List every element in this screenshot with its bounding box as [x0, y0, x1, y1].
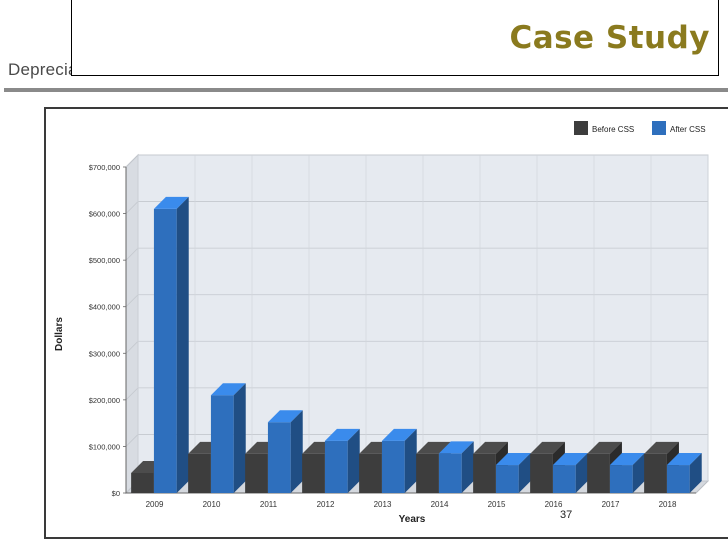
x-tick-label: 2011	[260, 500, 278, 509]
bar-after-2018	[666, 453, 702, 493]
y-tick-label: $600,000	[89, 210, 120, 219]
chart-legend: Before CSS After CSS	[574, 121, 706, 135]
bar-top	[644, 441, 679, 454]
bar-side	[290, 410, 303, 493]
bar-after-2014	[438, 441, 474, 493]
bar-front	[359, 453, 382, 493]
title-box: Case Study	[71, 0, 719, 76]
bar-front	[381, 440, 405, 493]
bar-after-2011	[267, 410, 303, 493]
bar-after-2013	[381, 428, 417, 493]
bar-top	[153, 196, 189, 209]
chart-frame: Before CSS After CSS $0 $100,000 $200,000 $3…	[44, 107, 728, 539]
bar-top	[666, 453, 702, 466]
x-tick-label: 2013	[374, 500, 392, 509]
legend-label-after: After CSS	[670, 125, 706, 134]
bar-front	[609, 465, 633, 493]
x-tick-label: 2016	[545, 500, 563, 509]
x-tick-label: 2018	[659, 500, 677, 509]
plot-side-wall	[125, 153, 139, 495]
x-tick-label: 2010	[203, 500, 221, 509]
x-axis: 2009 2010 2011 2012 2013 2014 2015 2016 2017 2018	[126, 492, 696, 509]
bar-side	[176, 196, 189, 493]
bar-after-2010	[210, 383, 246, 493]
bar-side	[461, 441, 474, 493]
y-tick-label: $0	[112, 489, 120, 498]
x-tick-label: 2014	[431, 500, 449, 509]
bar-side	[689, 453, 702, 493]
legend-swatch-before	[574, 121, 588, 135]
bar-front	[188, 453, 211, 493]
legend-label-before: Before CSS	[592, 125, 634, 134]
x-axis-label: Years	[399, 514, 426, 525]
bar-top	[324, 428, 360, 441]
bar-top	[587, 441, 622, 454]
y-tick-label: $700,000	[89, 163, 120, 172]
bar-top	[552, 453, 588, 466]
bar-front	[495, 465, 519, 493]
bar-side	[347, 428, 360, 493]
bar-front	[153, 208, 177, 493]
bar-after-2009	[153, 196, 189, 493]
bar-top	[438, 441, 474, 454]
bar-front	[438, 453, 462, 493]
bar-front	[416, 453, 439, 493]
legend-swatch-after	[652, 121, 666, 135]
bar-after-2017	[609, 453, 645, 493]
bar-top	[473, 441, 508, 454]
bar-top	[381, 428, 417, 441]
bar-side	[518, 453, 531, 493]
bar-side	[404, 428, 417, 493]
bar-side	[632, 453, 645, 493]
x-tick-label: 2012	[317, 500, 335, 509]
y-axis-label: Dollars	[54, 317, 65, 351]
x-tick-label: 2015	[488, 500, 506, 509]
y-tick-label: $200,000	[89, 396, 120, 405]
y-axis: $0 $100,000 $200,000 $300,000 $400,000 $500,0…	[89, 163, 127, 498]
bar-after-2012	[324, 428, 360, 493]
bar-top	[530, 441, 565, 454]
bar-front	[302, 453, 325, 493]
x-tick-label: 2009	[146, 500, 164, 509]
bar-front	[587, 453, 610, 493]
bar-front	[666, 465, 690, 493]
bar-front	[530, 453, 553, 493]
bar-after-2016	[552, 453, 588, 493]
y-tick-label: $400,000	[89, 303, 120, 312]
page-number: 37	[560, 509, 573, 521]
bar-front	[210, 395, 234, 493]
depreciation-chart: Before CSS After CSS $0 $100,000 $200,000 $3…	[54, 121, 710, 525]
x-tick-label: 2017	[602, 500, 620, 509]
y-tick-label: $100,000	[89, 442, 120, 451]
bar-front	[267, 422, 291, 493]
bar-front	[324, 440, 348, 493]
slide-title: Case Study	[509, 20, 710, 56]
bar-side	[575, 453, 588, 493]
bar-top	[416, 441, 451, 454]
bar-top	[210, 383, 246, 396]
bar-top	[609, 453, 645, 466]
bar-after-2015	[495, 453, 531, 493]
bar-side	[233, 383, 246, 493]
title-rule	[4, 88, 728, 92]
bar-top	[495, 453, 531, 466]
bars	[131, 196, 702, 493]
bar-top	[267, 410, 303, 423]
y-tick-label: $300,000	[89, 349, 120, 358]
y-tick-label: $500,000	[89, 256, 120, 265]
bar-front	[131, 472, 154, 493]
bar-front	[552, 465, 576, 493]
bar-front	[644, 453, 667, 493]
bar-front	[473, 453, 496, 493]
bar-front	[245, 453, 268, 493]
